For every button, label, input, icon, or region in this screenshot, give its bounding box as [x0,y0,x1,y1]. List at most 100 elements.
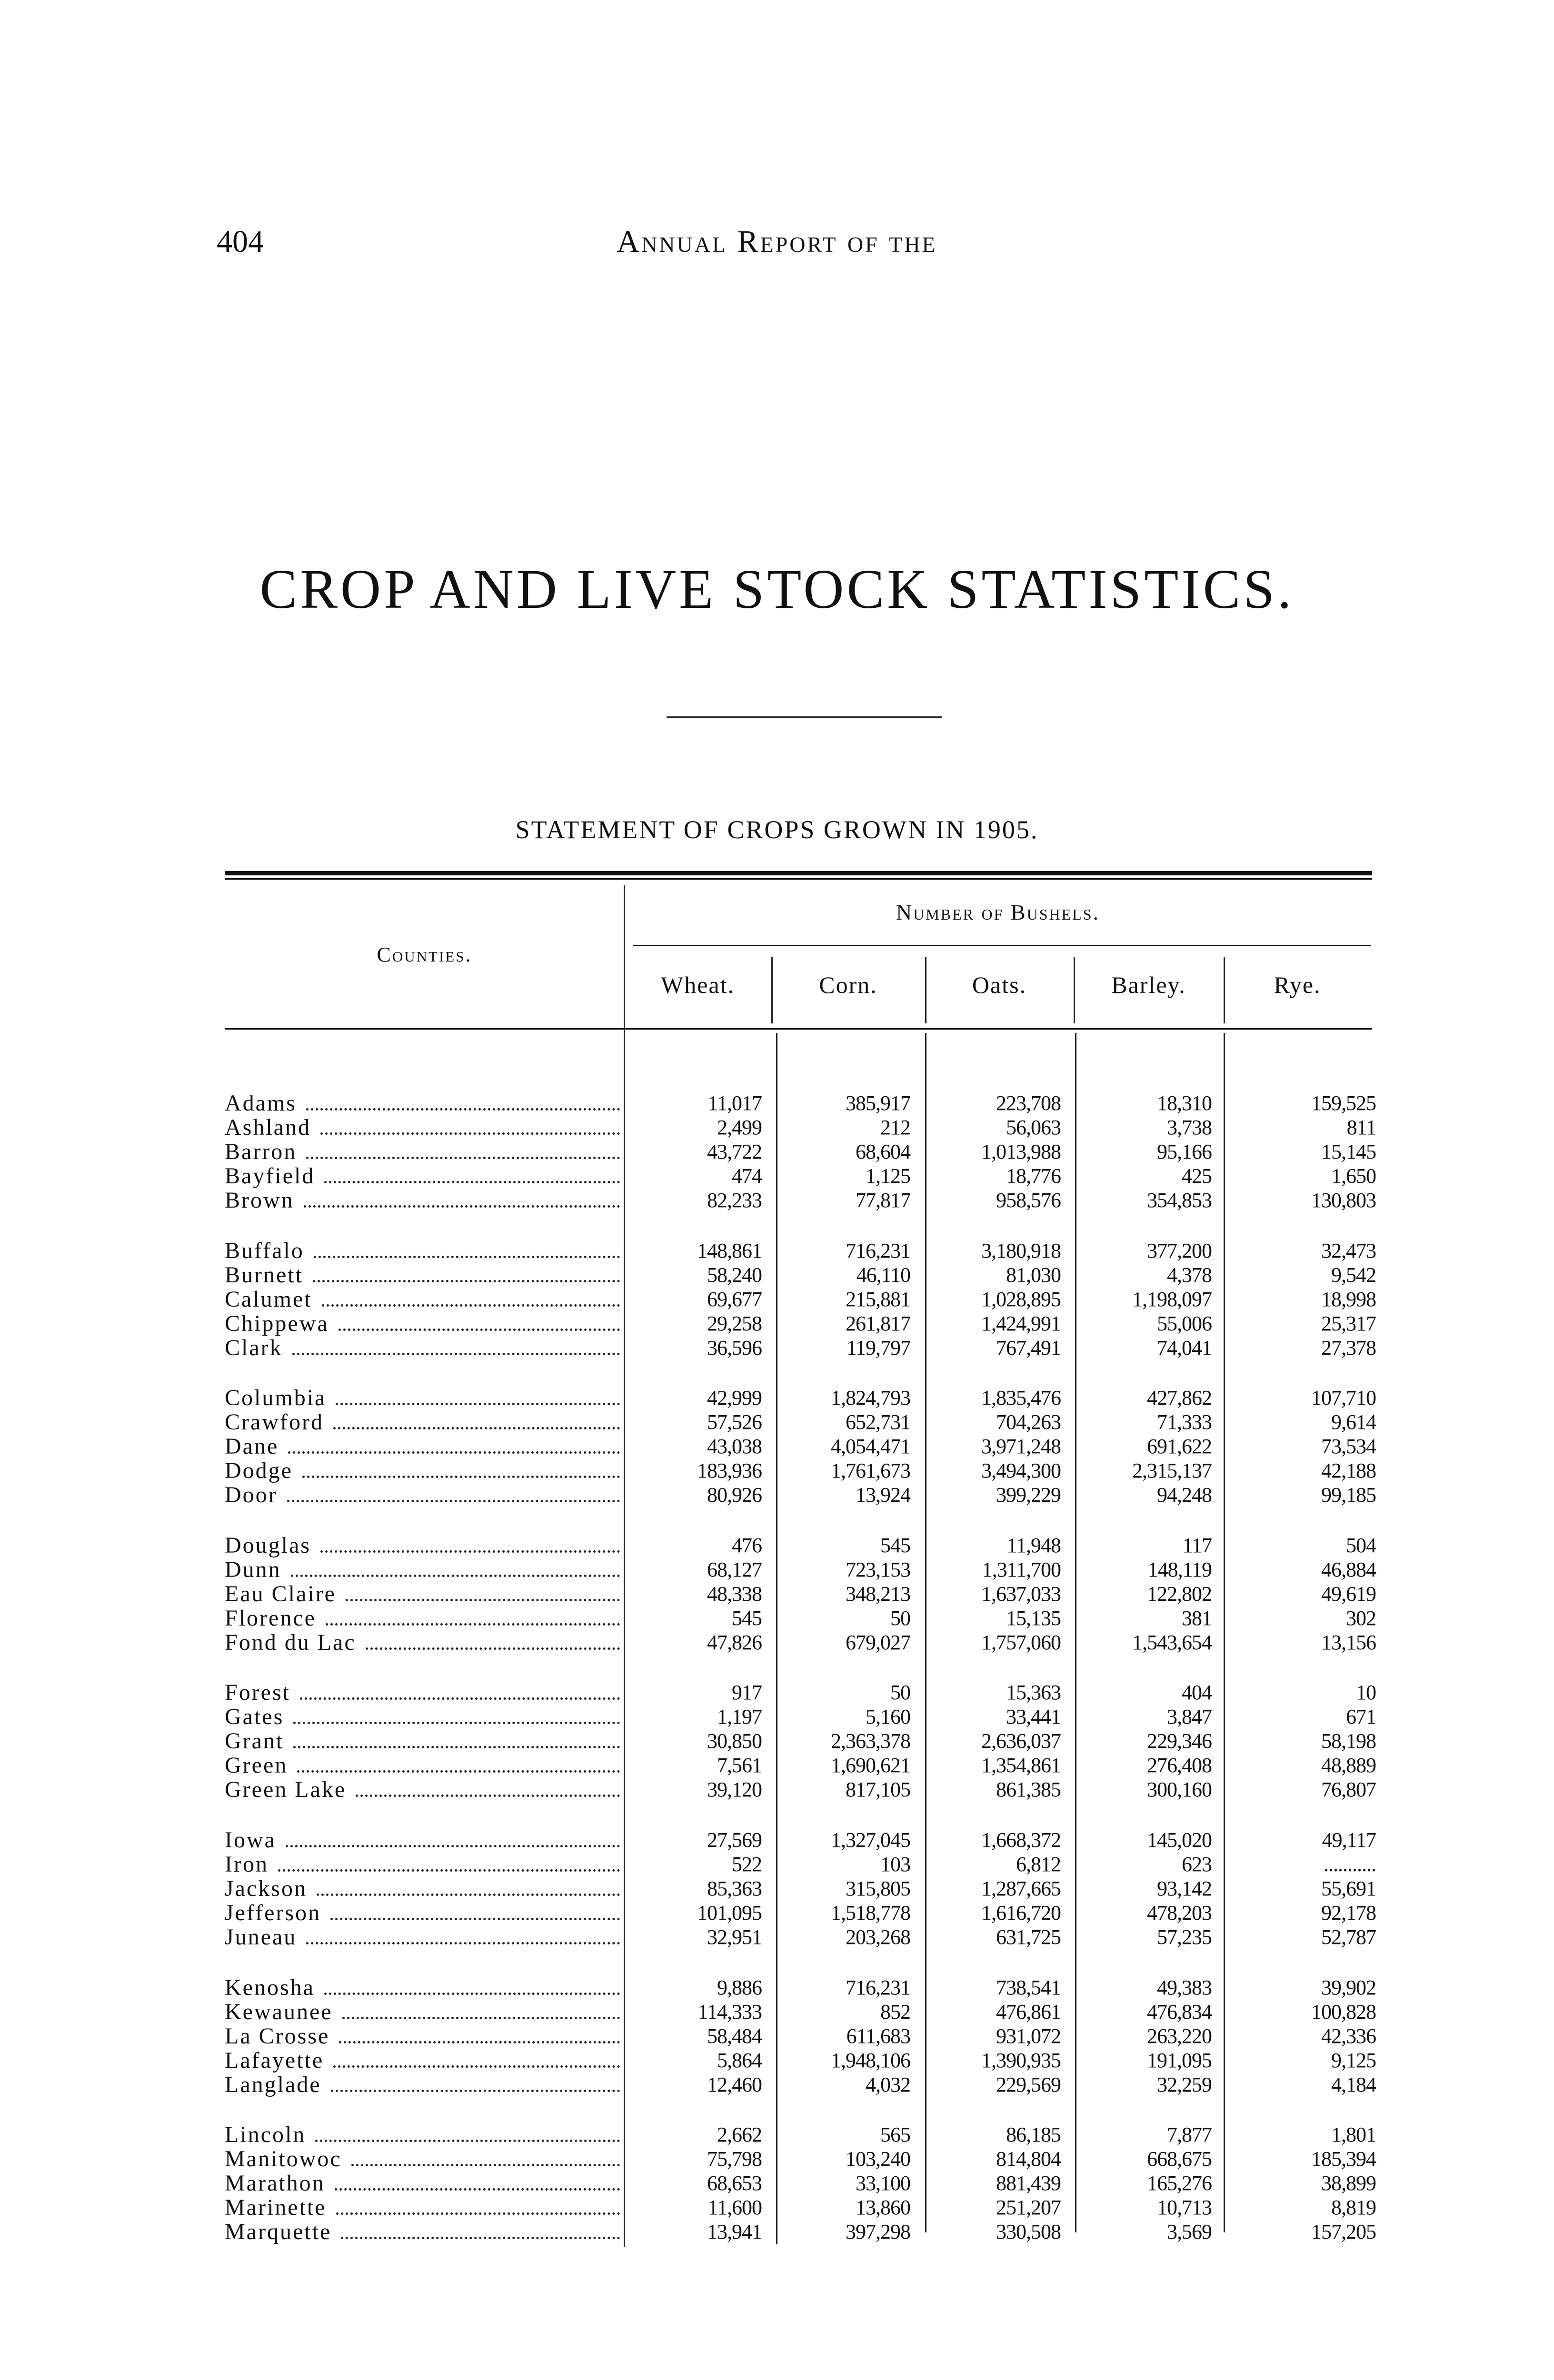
county-name: Fond du Lac [225,1629,356,1655]
column-header-corn: Corn. [819,972,877,998]
cell-wheat: 2,662 [717,2123,762,2147]
cell-barley: 381 [1182,1606,1212,1630]
cell-corn: 611,683 [846,2024,911,2048]
cell-corn: 397,298 [846,2220,911,2244]
column-divider [1224,1033,1225,2232]
cell-corn: 315,805 [846,1877,911,1900]
county-name: Door [225,1482,278,1508]
cell-oats: 1,757,060 [981,1630,1061,1654]
county-name: Chippewa [225,1310,329,1336]
column-divider [1074,957,1075,1023]
county-cell: Gates [225,1705,620,1729]
cell-wheat: 11,600 [707,2196,762,2220]
cell-oats: 1,668,372 [981,1828,1061,1852]
county-cell: Florence [225,1606,620,1630]
cell-oats: 958,576 [996,1189,1061,1212]
cell-barley: 404 [1182,1681,1212,1705]
dot-leader [287,1500,620,1503]
column-header-wheat: Wheat. [661,972,735,998]
cell-corn: 385,917 [846,1091,911,1115]
cell-corn: 13,924 [856,1483,911,1507]
cell-wheat: 476 [732,1533,762,1557]
number-of-bushels-header: Number of Bushels. [896,900,1100,924]
table-row: Florence 545 50 15,135 381 302 [0,1606,1554,1630]
cell-oats: 1,835,476 [981,1386,1061,1410]
cell-barley: 49,383 [1157,1975,1212,1999]
county-cell: Chippewa [225,1311,620,1336]
county-name: Green [225,1753,288,1778]
cell-wheat: 58,484 [707,2024,762,2048]
cell-wheat: 917 [732,1681,762,1705]
column-header-oats: Oats. [972,972,1027,998]
column-header-barley: Barley. [1111,972,1186,998]
county-cell: Burnett [225,1263,620,1287]
cell-wheat: 32,951 [707,1925,762,1949]
cell-rye: 9,614 [1331,1410,1376,1434]
cell-corn: 1,761,673 [831,1459,911,1483]
dot-leader [330,1918,620,1920]
cell-oats: 2,636,037 [981,1729,1061,1753]
table-row: Lafayette 5,864 1,948,106 1,390,935 191,095 9… [0,2048,1554,2073]
cell-barley: 1,198,097 [1132,1287,1212,1311]
cell-barley: 10,713 [1157,2196,1212,2220]
table-row: Juneau 32,951 203,268 631,725 57,235 52,787 [0,1925,1554,1949]
cell-barley: 425 [1182,1164,1212,1188]
county-cell: Marquette [225,2220,620,2244]
county-name: Florence [225,1605,316,1631]
county-cell: Bayfield [225,1164,620,1188]
cell-corn: 348,213 [846,1582,911,1606]
cell-oats: 738,541 [996,1975,1061,1999]
cell-corn: 1,327,045 [831,1828,911,1852]
dot-leader [313,1255,620,1258]
cell-corn: 679,027 [846,1630,911,1654]
county-cell: Adams [225,1091,620,1115]
table-row: Door 80,926 13,924 399,229 94,248 99,185 [0,1483,1554,1507]
table-row: Iron 522 103 6,812 623........... [0,1852,1554,1876]
cell-wheat: 5,864 [717,2048,762,2072]
dot-leader [297,1770,620,1773]
table-row: Crawford 57,526 652,731 704,263 71,333 9,614 [0,1410,1554,1434]
county-cell: Marathon [225,2171,620,2195]
dot-leader [330,2089,620,2092]
cell-corn: 215,881 [846,1287,911,1311]
cell-rye: 4,184 [1331,2073,1376,2096]
cell-wheat: 43,722 [707,1140,762,1163]
cell-oats: 767,491 [996,1336,1061,1359]
dot-leader [338,1328,620,1331]
dot-leader [339,2041,620,2043]
cell-oats: 1,013,988 [981,1140,1061,1163]
county-name: Brown [225,1188,294,1213]
cell-rye: 9,542 [1331,1263,1376,1287]
cell-wheat: 48,338 [707,1582,762,1606]
county-name: Dodge [225,1458,293,1484]
cell-rye: 55,691 [1321,1877,1376,1900]
cell-rye: 13,156 [1321,1630,1376,1654]
cell-barley: 145,020 [1147,1828,1212,1852]
county-name: Jefferson [225,1900,321,1925]
cell-corn: 33,100 [856,2172,911,2195]
county-name: Columbia [225,1385,327,1411]
dot-leader [306,1108,620,1111]
cell-rye: 46,884 [1321,1557,1376,1581]
cell-barley: 191,095 [1147,2048,1212,2072]
county-name: Marinette [225,2195,327,2221]
cell-corn: 50 [890,1606,911,1630]
dot-leader [300,1697,620,1700]
cell-corn: 1,824,793 [831,1386,911,1410]
cell-oats: 476,861 [996,2000,1061,2023]
county-name: Eau Claire [225,1581,336,1606]
cell-rye: 504 [1346,1533,1376,1557]
cell-wheat: 47,826 [707,1630,762,1654]
table-row: Manitowoc 75,798 103,240 814,804 668,675 185,… [0,2147,1554,2171]
cell-oats: 251,207 [996,2196,1061,2220]
cell-rye: 100,828 [1311,2000,1376,2023]
table-row: La Crosse 58,484 611,683 931,072 263,220 42,3… [0,2024,1554,2048]
cell-oats: 33,441 [1006,1705,1061,1729]
cell-corn: 68,604 [856,1140,911,1163]
column-divider [925,957,926,1023]
table-row: Dodge 183,936 1,761,673 3,494,300 2,315,137 4… [0,1458,1554,1483]
county-name: Marathon [225,2171,325,2196]
cell-corn: 1,948,106 [831,2048,911,2072]
county-cell: Juneau [225,1925,620,1949]
cell-wheat: 183,936 [697,1459,762,1483]
